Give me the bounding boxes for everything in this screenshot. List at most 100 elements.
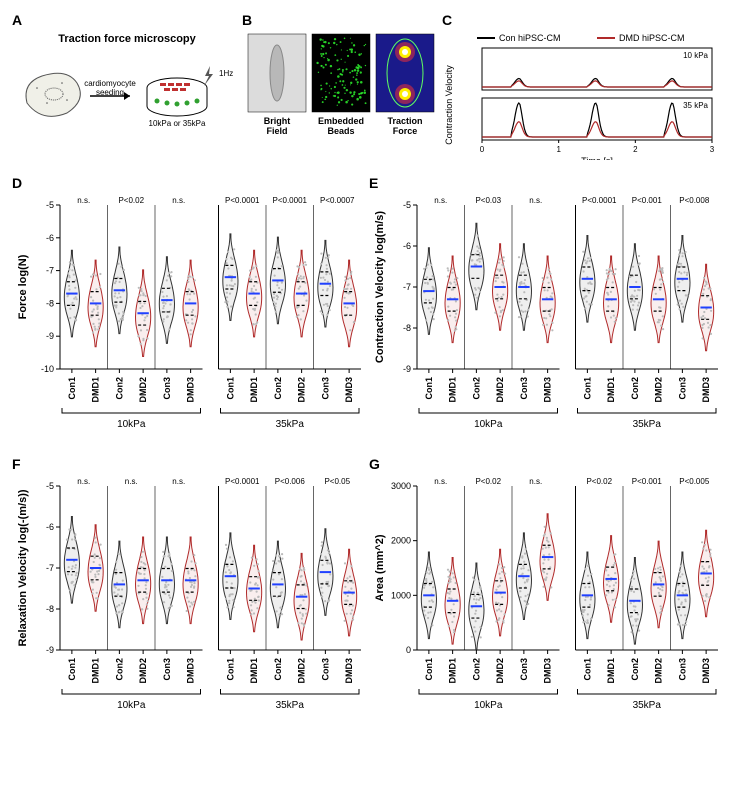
sig-label: P<0.02 xyxy=(475,477,501,486)
sig-label: P<0.02 xyxy=(586,477,612,486)
cat-label: DMD1 xyxy=(606,658,616,684)
figure: A Traction force microscopy cardiomyocyt… xyxy=(12,12,726,727)
panel-a-title: Traction force microscopy xyxy=(58,33,196,45)
svg-text:2: 2 xyxy=(633,145,638,154)
group-label: 35kPa xyxy=(276,419,305,430)
panel-c: C Con hiPSC-CMDMD hiPSC-CMContraction Ve… xyxy=(442,12,726,165)
svg-text:-6: -6 xyxy=(46,233,54,243)
arrow-head xyxy=(124,92,130,100)
cat-label: DMD2 xyxy=(138,658,148,684)
sig-label: P<0.005 xyxy=(679,477,710,486)
panel-c-svg: Con hiPSC-CMDMD hiPSC-CMContraction Velo… xyxy=(442,30,726,160)
svg-text:-7: -7 xyxy=(46,266,54,276)
svg-text:-7: -7 xyxy=(403,282,411,292)
legend-label-0: Con hiPSC-CM xyxy=(499,33,561,43)
cat-label: DMD1 xyxy=(91,377,101,403)
violin-rows: DForce log(N)-10-9-8-7-6-5n.s.P<0.02n.s.… xyxy=(12,175,726,727)
cat-label: Con2 xyxy=(273,377,283,400)
legend-label-1: DMD hiPSC-CM xyxy=(619,33,685,43)
svg-text:Beads: Beads xyxy=(327,126,354,136)
cat-label: DMD2 xyxy=(495,658,505,684)
cat-label: Con3 xyxy=(320,658,330,681)
cell-shape xyxy=(26,73,80,116)
panel-b: B BrightFieldEmbeddedBeadsTractionForce xyxy=(242,12,442,165)
svg-text:1: 1 xyxy=(556,145,561,154)
cat-label: DMD3 xyxy=(344,658,354,684)
cat-label: DMD1 xyxy=(91,658,101,684)
trace-title-0: 10 kPa xyxy=(683,51,708,60)
sig-label: n.s. xyxy=(529,477,542,486)
cat-label: DMD2 xyxy=(138,377,148,403)
cat-label: Con2 xyxy=(630,377,640,400)
cat-label: Con1 xyxy=(67,658,77,681)
svg-text:-9: -9 xyxy=(46,331,54,341)
cat-label: DMD1 xyxy=(249,658,259,684)
violin-row-1: FRelaxation Velocity log(-(m/s))-9-8-7-6… xyxy=(12,456,726,727)
sig-label: n.s. xyxy=(434,196,447,205)
cat-label: Con2 xyxy=(273,658,283,681)
cat-label: Con1 xyxy=(67,377,77,400)
sig-label: P<0.03 xyxy=(475,196,501,205)
svg-text:0: 0 xyxy=(406,645,411,655)
svg-text:Traction: Traction xyxy=(387,116,422,126)
panel-e-label: E xyxy=(369,175,726,191)
sig-label: P<0.0001 xyxy=(225,477,260,486)
panel-c-xlabel: Time [s] xyxy=(581,156,613,160)
svg-text:-6: -6 xyxy=(403,241,411,251)
row-abc: A Traction force microscopy cardiomyocyt… xyxy=(12,12,726,165)
stim-icon xyxy=(204,66,213,86)
panel-c-label: C xyxy=(442,12,452,28)
cat-label: Con1 xyxy=(424,658,434,681)
violin-row-0: DForce log(N)-10-9-8-7-6-5n.s.P<0.02n.s.… xyxy=(12,175,726,446)
cat-label: DMD2 xyxy=(297,377,307,403)
svg-text:-8: -8 xyxy=(403,323,411,333)
svg-text:Field: Field xyxy=(266,126,287,136)
svg-text:-5: -5 xyxy=(46,200,54,210)
cat-label: DMD3 xyxy=(543,658,553,684)
svg-text:1000: 1000 xyxy=(391,590,411,600)
group-label: 10kPa xyxy=(474,700,503,711)
sig-label: n.s. xyxy=(172,196,185,205)
cat-label: Con1 xyxy=(225,658,235,681)
sig-label: P<0.05 xyxy=(324,477,350,486)
cat-label: Con1 xyxy=(225,377,235,400)
panel-a-label: A xyxy=(12,12,242,28)
svg-text:-7: -7 xyxy=(46,563,54,573)
cat-label: DMD1 xyxy=(606,377,616,403)
cat-label: DMD1 xyxy=(448,377,458,403)
cat-label: DMD1 xyxy=(448,658,458,684)
sig-label: P<0.0001 xyxy=(582,196,617,205)
cat-label: DMD1 xyxy=(249,377,259,403)
cat-label: Con3 xyxy=(519,377,529,400)
sig-label: P<0.006 xyxy=(275,477,306,486)
ylabel: Area (mm^2) xyxy=(374,534,386,601)
cat-label: Con2 xyxy=(630,658,640,681)
sig-label: P<0.001 xyxy=(632,196,663,205)
svg-text:Bright: Bright xyxy=(264,116,291,126)
cat-label: Con3 xyxy=(162,658,172,681)
arrow-text1: cardiomyocyte xyxy=(84,79,136,88)
svg-text:Embedded: Embedded xyxy=(318,116,364,126)
hz-text: 1Hz xyxy=(219,69,233,78)
svg-text:-6: -6 xyxy=(46,522,54,532)
cat-label: Con3 xyxy=(162,377,172,400)
cat-label: DMD3 xyxy=(344,377,354,403)
svg-text:Force: Force xyxy=(393,126,418,136)
panel-d: DForce log(N)-10-9-8-7-6-5n.s.P<0.02n.s.… xyxy=(12,175,369,446)
group-label: 35kPa xyxy=(633,700,662,711)
cat-label: Con1 xyxy=(582,658,592,681)
ylabel: Contraction Velocity log(m/s) xyxy=(374,211,386,364)
cat-label: Con2 xyxy=(114,658,124,681)
cat-label: Con3 xyxy=(320,377,330,400)
panel-d-label: D xyxy=(12,175,369,191)
svg-text:2000: 2000 xyxy=(391,536,411,546)
ylabel: Force log(N) xyxy=(17,254,29,319)
ylabel: Relaxation Velocity log(-(m/s)) xyxy=(17,489,29,646)
svg-text:-8: -8 xyxy=(46,298,54,308)
panel-e-svg: Contraction Velocity log(m/s)-9-8-7-6-5n… xyxy=(369,191,726,441)
sig-label: P<0.0001 xyxy=(225,196,260,205)
svg-text:-9: -9 xyxy=(46,645,54,655)
cat-label: Con2 xyxy=(471,377,481,400)
panel-a: A Traction force microscopy cardiomyocyt… xyxy=(12,12,242,165)
group-label: 35kPa xyxy=(633,419,662,430)
